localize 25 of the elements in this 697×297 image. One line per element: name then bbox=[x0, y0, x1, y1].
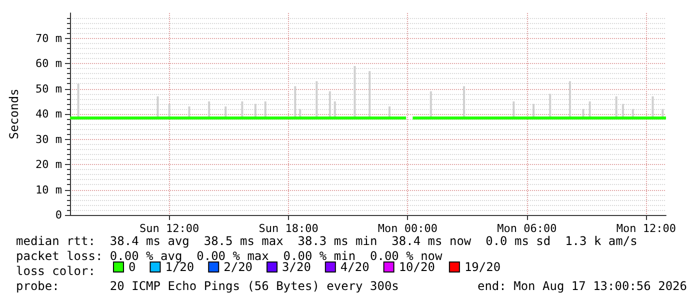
legend-label: 0 bbox=[128, 260, 136, 274]
x-tick-label: Mon 00:00 bbox=[378, 222, 438, 235]
x-tick-label: Sun 18:00 bbox=[258, 222, 318, 235]
x-tick-label: Mon 06:00 bbox=[497, 222, 557, 235]
y-tick-label: 60 m bbox=[36, 57, 62, 70]
legend-label: 2/20 bbox=[224, 260, 253, 274]
y-tick-label: 30 m bbox=[36, 132, 62, 146]
text: packet loss: 0.00 % avg 0.00 % max 0.00 % min 0.00 % now bbox=[16, 249, 444, 263]
y-tick-label: 70 m bbox=[36, 32, 62, 45]
y-tick-label: 40 m bbox=[36, 108, 62, 120]
legend-label: 10/20 bbox=[398, 260, 435, 274]
y-tick-label: 10 m bbox=[36, 183, 62, 196]
legend-label: 19/20 bbox=[464, 260, 501, 274]
y-tick-label: 20 m bbox=[36, 158, 62, 171]
x-tick-label: Sun 12:00 bbox=[140, 222, 200, 235]
text: median rtt: 38.4 ms avg 38.5 ms max 38.3 ms min 38.4 ms now 0.0 ms sd 1.3 k am/s bbox=[16, 234, 638, 248]
y-axis-title: Seconds bbox=[7, 88, 21, 140]
legend-title: loss color: bbox=[16, 264, 96, 278]
text: end: Mon Aug 17 13:00:56 2026 bbox=[477, 279, 687, 293]
legend-label: 3/20 bbox=[282, 260, 311, 274]
y-tick-label: 0 bbox=[55, 208, 62, 222]
text: probe: 20 ICMP Echo Pings (56 Bytes) every 300s bbox=[16, 279, 399, 293]
legend-label: 4/20 bbox=[340, 260, 370, 274]
y-tick-label: 50 m bbox=[36, 82, 62, 96]
x-tick-label: Mon 12:00 bbox=[616, 222, 676, 235]
